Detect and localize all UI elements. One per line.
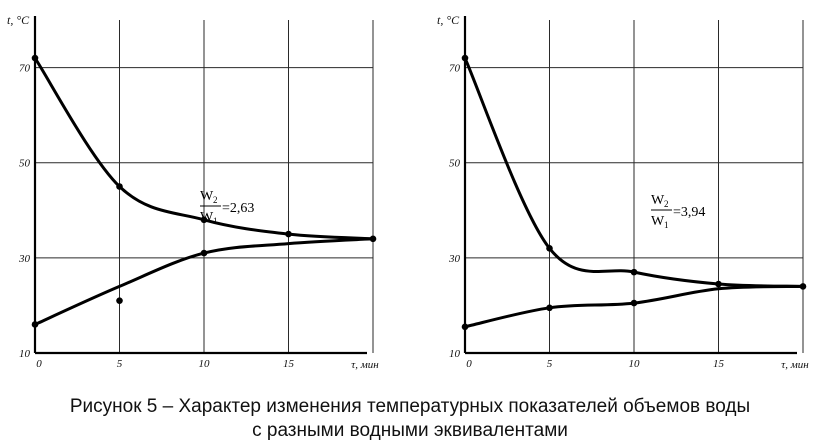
chart-2-ratio-denominator: W	[651, 214, 665, 229]
chart-1-x-axis-label: τ, мин	[351, 359, 379, 371]
chart-1-ratio-denominator-sub: 1	[213, 216, 218, 226]
chart-1-x-tick-0: 0	[36, 358, 42, 370]
chart-2-x-tick-2: 10	[629, 358, 641, 370]
chart-1-y-axis-label: t, °C	[7, 13, 30, 27]
chart-2-ratio-annotation: W 2W 1=3,94	[651, 193, 705, 230]
chart-2-point-1	[546, 245, 553, 252]
chart-2-x-tick-3: 15	[713, 358, 725, 370]
chart-2-ratio-denominator-sub: 1	[664, 220, 669, 230]
chart-1-point-5	[31, 321, 39, 328]
chart-1-point-6	[116, 297, 123, 304]
chart-1-point-2	[200, 216, 208, 224]
chart-2-y-tick-2: 50	[449, 158, 461, 170]
chart-2-x-tick-1: 5	[547, 358, 553, 370]
chart-2-ratio-numerator: W	[651, 193, 665, 208]
chart-2-point-6	[546, 304, 553, 312]
chart-1-point-7	[200, 249, 208, 257]
chart-2-point-5	[461, 323, 469, 331]
chart-1-point-4	[369, 235, 377, 243]
chart-1-y-tick-3: 70	[19, 63, 31, 75]
chart-1-ratio-numerator: W	[200, 189, 214, 204]
chart-2-point-0	[461, 54, 469, 62]
chart-2-point-7	[630, 299, 638, 307]
chart-1-x-tick-1: 5	[117, 358, 123, 370]
chart-1-y-tick-2: 50	[19, 158, 31, 170]
chart-2-point-2	[630, 268, 638, 276]
chart-1-point-1	[116, 183, 123, 190]
chart-1-x-tick-3: 15	[283, 358, 295, 370]
chart-1-ratio-denominator: W	[200, 210, 214, 225]
chart-2-ratio-value: =3,94	[673, 205, 705, 220]
figure-caption-line-2: с разными водными эквивалентами	[252, 420, 568, 441]
chart-1-point-3	[285, 230, 292, 238]
chart-2-x-axis-label: τ, мин	[781, 359, 809, 371]
chart-2-y-axis-label: t, °C	[437, 13, 460, 27]
chart-1-point-0	[31, 54, 39, 62]
chart-2-y-tick-1: 30	[448, 253, 461, 265]
chart-1-ratio-value: =2,63	[222, 201, 254, 216]
figure-caption-line-1: Рисунок 5 – Характер изменения температу…	[69, 396, 751, 417]
chart-2-point-3	[715, 280, 722, 288]
chart-1-y-tick-1: 30	[18, 253, 31, 265]
chart-1-ratio-numerator-sub: 2	[213, 195, 218, 205]
chart-1-x-tick-2: 10	[199, 358, 211, 370]
chart-1-series-1-line	[33, 56, 375, 241]
chart-2-x-tick-0: 0	[466, 358, 472, 370]
chart-2-series-1-line	[463, 56, 805, 288]
chart-2-ratio-numerator-sub: 2	[664, 199, 669, 209]
chart-1-y-tick-0: 10	[19, 348, 31, 360]
chart-2-y-tick-0: 10	[449, 348, 461, 360]
chart-1-ratio-annotation: W 2W 1=2,63	[200, 189, 254, 226]
chart-2-point-4	[799, 283, 807, 290]
chart-2-y-tick-3: 70	[449, 63, 461, 75]
